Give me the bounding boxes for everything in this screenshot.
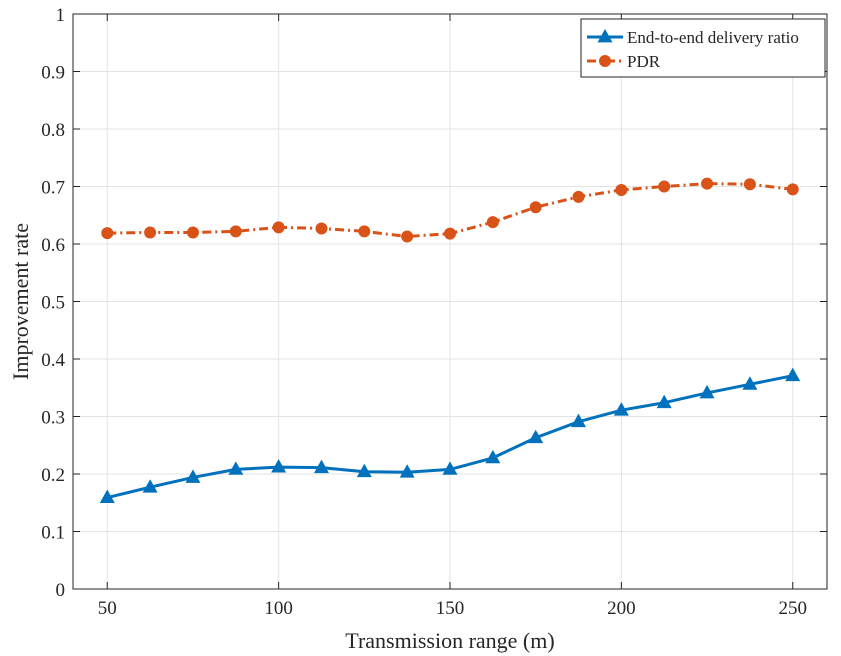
data-point [615, 183, 628, 196]
data-point [658, 180, 671, 193]
data-point [401, 230, 414, 243]
data-point [528, 429, 544, 444]
legend-box [580, 18, 826, 78]
y-tick-label: 1 [56, 5, 66, 26]
y-tick-label: 0.4 [41, 350, 65, 371]
data-point [399, 464, 415, 478]
y-tick-label: 0 [56, 580, 66, 601]
data-point [786, 183, 799, 196]
data-series [99, 177, 801, 503]
data-point [315, 222, 328, 235]
y-tick-label: 0.6 [41, 235, 65, 256]
data-point [656, 394, 672, 409]
data-point [271, 459, 287, 473]
data-point [485, 449, 501, 464]
data-point [185, 469, 201, 483]
data-point [742, 376, 758, 390]
data-point [144, 226, 157, 239]
legend-entry-pdr: PDR [627, 52, 661, 71]
data-point [186, 226, 199, 239]
axis-ticks: 50 100 150 200 250 0 0.1 0.2 0.3 0.4 0.5 0.6 0.7 0.8 0… [41, 5, 827, 619]
y-tick-label: 0.7 [41, 178, 65, 199]
data-point [743, 178, 756, 191]
x-tick-label: 150 [436, 598, 465, 619]
y-tick-label: 0.9 [41, 63, 65, 84]
series-end-to-end-delivery-ratio [99, 367, 801, 503]
data-point [229, 225, 242, 238]
x-tick-label: 250 [778, 598, 807, 619]
y-tick-label: 0.1 [41, 523, 65, 544]
data-point [101, 227, 114, 240]
data-point [313, 459, 329, 474]
data-point [486, 216, 499, 229]
data-point [701, 177, 714, 190]
data-point [358, 225, 371, 238]
series-pdr [101, 177, 799, 243]
data-point [444, 227, 456, 240]
data-point [572, 190, 585, 203]
y-tick-label: 0.3 [41, 408, 65, 429]
data-point [529, 201, 542, 214]
y-axis-label: Improvement rate [8, 223, 33, 380]
grid [73, 13, 827, 590]
data-point [272, 221, 285, 234]
y-tick-label: 0.8 [41, 120, 65, 141]
legend-marker-circle [599, 55, 611, 67]
data-point [699, 384, 715, 399]
legend-marker-triangle [597, 28, 613, 43]
data-point [99, 489, 115, 503]
legend: End-to-end delivery ratio PDR [580, 18, 826, 78]
x-tick-label: 200 [607, 598, 636, 619]
data-point [142, 479, 158, 493]
x-axis-label: Transmission range (m) [345, 628, 554, 653]
legend-entry-end-to-end: End-to-end delivery ratio [627, 28, 799, 47]
y-tick-label: 0.5 [41, 293, 65, 314]
data-point [228, 461, 244, 475]
data-point [442, 461, 458, 475]
data-point [613, 402, 629, 416]
data-point [571, 413, 587, 428]
y-tick-label: 0.2 [41, 465, 65, 486]
data-point [785, 367, 801, 382]
data-point [356, 463, 372, 478]
x-tick-label: 50 [98, 598, 117, 619]
x-tick-label: 100 [264, 598, 293, 619]
